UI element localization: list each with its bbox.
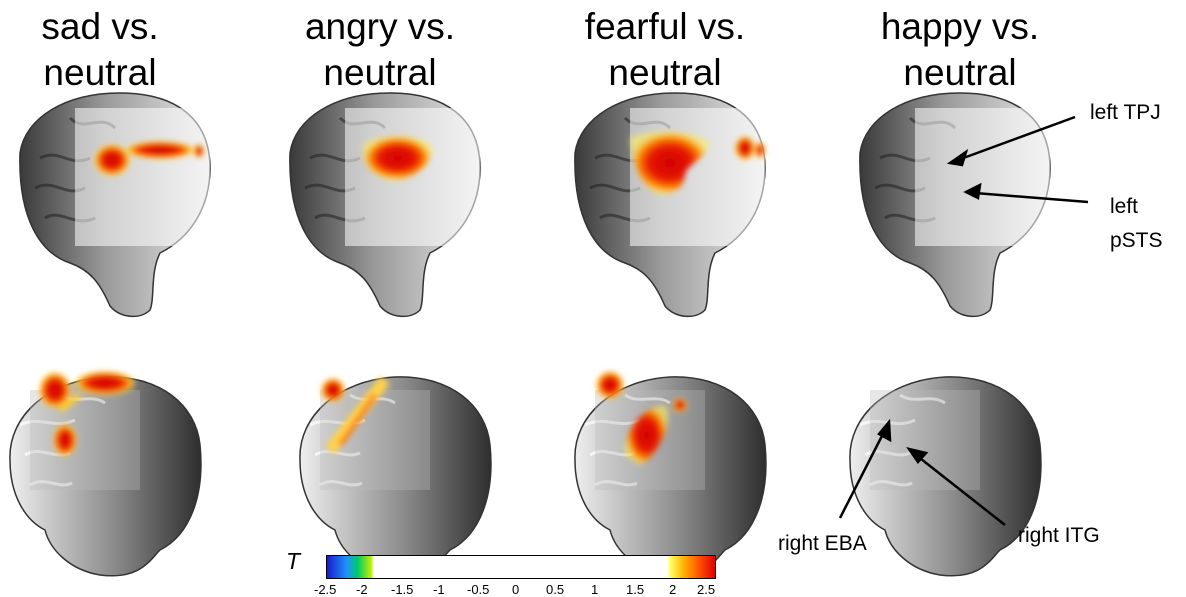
arrow-right-eba xyxy=(838,429,887,519)
colorbar xyxy=(326,555,716,579)
colorbar-tick: 2 xyxy=(669,582,677,597)
title-line2: neutral xyxy=(903,52,1017,93)
colorbar-tick: 1.5 xyxy=(626,582,645,597)
colorbar-tick: -2 xyxy=(356,582,368,597)
title-line1: angry vs. xyxy=(304,6,456,47)
brain-bottom-happy xyxy=(848,375,1043,578)
title-happy: happy vs. neutral xyxy=(860,4,1060,96)
label-left-psts-2: pSTS xyxy=(1110,229,1163,252)
colorbar-tick: 0.5 xyxy=(546,582,565,597)
title-line1: fearful vs. xyxy=(584,6,746,47)
label-left-tpj: left TPJ xyxy=(1090,101,1161,124)
title-fearful: fearful vs. neutral xyxy=(565,4,765,96)
title-line2: neutral xyxy=(43,52,157,93)
colorbar-tick: 0 xyxy=(512,582,520,597)
colorbar-tick: -0.5 xyxy=(467,582,490,597)
brain-top-angry xyxy=(288,91,482,318)
title-angry: angry vs. neutral xyxy=(280,4,480,96)
title-sad: sad vs. neutral xyxy=(0,4,200,96)
label-left-psts-1: left xyxy=(1110,195,1139,218)
title-line1: sad vs. xyxy=(41,6,159,47)
brain-top-happy xyxy=(858,91,1052,318)
colorbar-symbol: T xyxy=(286,548,301,574)
brain-top-sad xyxy=(18,91,212,318)
arrow-right-itg xyxy=(915,454,1006,526)
colorbar-tick: -1.5 xyxy=(391,582,414,597)
title-line1: happy vs. xyxy=(880,6,1040,47)
colorbar-tick: -2.5 xyxy=(314,582,337,597)
arrow-left-tpj xyxy=(957,115,1076,162)
brain-bottom-fearful xyxy=(573,371,768,578)
colorbar-tick: 1 xyxy=(591,582,599,597)
colorbar-tick: -1 xyxy=(433,582,445,597)
label-right-itg: right ITG xyxy=(1018,524,1100,547)
title-line2: neutral xyxy=(323,52,437,93)
brain-bottom-angry xyxy=(298,375,493,578)
brain-bottom-sad xyxy=(8,371,203,578)
label-right-eba: right EBA xyxy=(778,532,867,555)
colorbar-tick: 2.5 xyxy=(697,582,716,597)
brain-top-fearful xyxy=(573,91,767,318)
arrow-left-psts xyxy=(974,191,1089,204)
title-line2: neutral xyxy=(608,52,722,93)
